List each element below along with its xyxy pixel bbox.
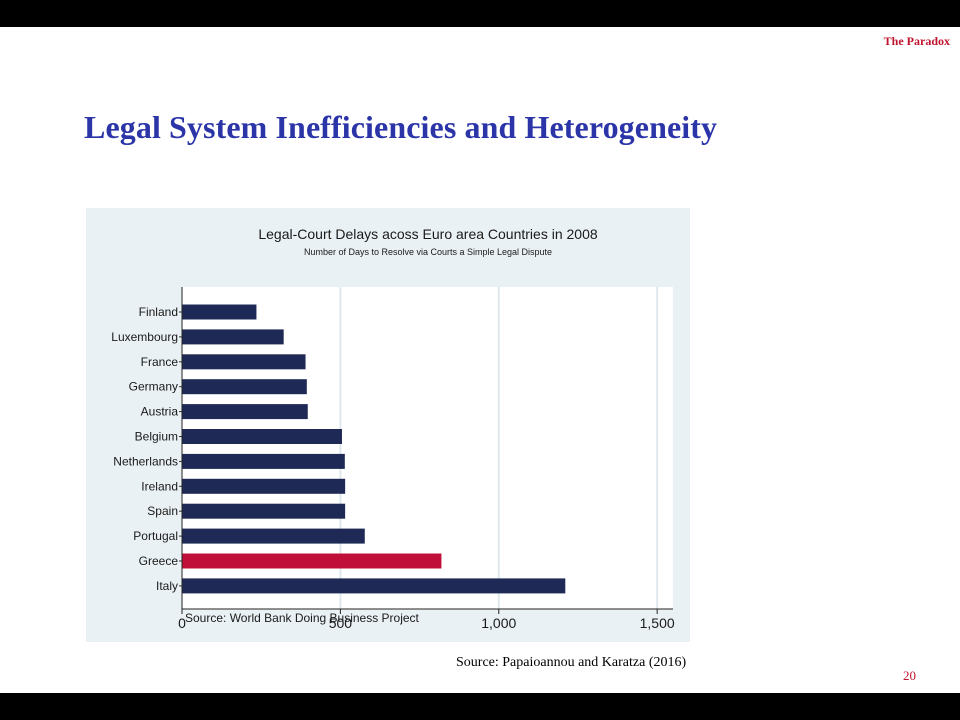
bar	[182, 329, 284, 345]
y-tick-label: Greece	[139, 554, 179, 568]
bar	[182, 453, 345, 469]
bar	[182, 354, 306, 370]
bar	[182, 429, 342, 444]
y-tick-label: Italy	[156, 579, 178, 593]
x-tick-label: 1,000	[481, 615, 516, 631]
x-tick-label: 0	[178, 615, 186, 631]
bar	[182, 379, 307, 395]
bar	[182, 404, 308, 420]
y-tick-label: Ireland	[141, 479, 178, 493]
bar	[182, 304, 257, 320]
figure-source: Source: Papaioannou and Karatza (2016)	[456, 655, 687, 670]
y-tick-label: Belgium	[135, 430, 178, 444]
y-tick-label: Finland	[139, 305, 178, 319]
bar	[182, 478, 346, 494]
slide: The Paradox Legal System Inefficiencies …	[0, 27, 960, 693]
section-tag: The Paradox	[883, 34, 950, 48]
court-delays-chart: Legal-Court Delays acoss Euro area Count…	[111, 226, 675, 631]
y-tick-label: Netherlands	[113, 454, 178, 468]
bar	[182, 528, 365, 544]
bar	[182, 578, 566, 594]
y-tick-label: Portugal	[133, 529, 178, 543]
y-tick-label: Luxembourg	[111, 330, 178, 344]
y-tick-label: Spain	[147, 504, 178, 518]
chart-panel: Legal-Court Delays acoss Euro area Count…	[86, 208, 690, 642]
chart-title: Legal-Court Delays acoss Euro area Count…	[258, 226, 598, 242]
x-tick-label: 1,500	[640, 615, 675, 631]
page-number: 20	[903, 668, 916, 683]
x-tick-label: 500	[329, 615, 353, 631]
y-tick-label: Austria	[141, 405, 179, 419]
y-tick-label: France	[141, 355, 179, 369]
y-tick-label: Germany	[129, 380, 178, 394]
chart-source-note: Source: World Bank Doing Business Projec…	[185, 611, 420, 625]
chart-subtitle: Number of Days to Resolve via Courts a S…	[304, 247, 552, 257]
bar	[182, 503, 346, 519]
bar	[182, 553, 442, 569]
slide-title: Legal System Inefficiencies and Heteroge…	[84, 109, 718, 145]
